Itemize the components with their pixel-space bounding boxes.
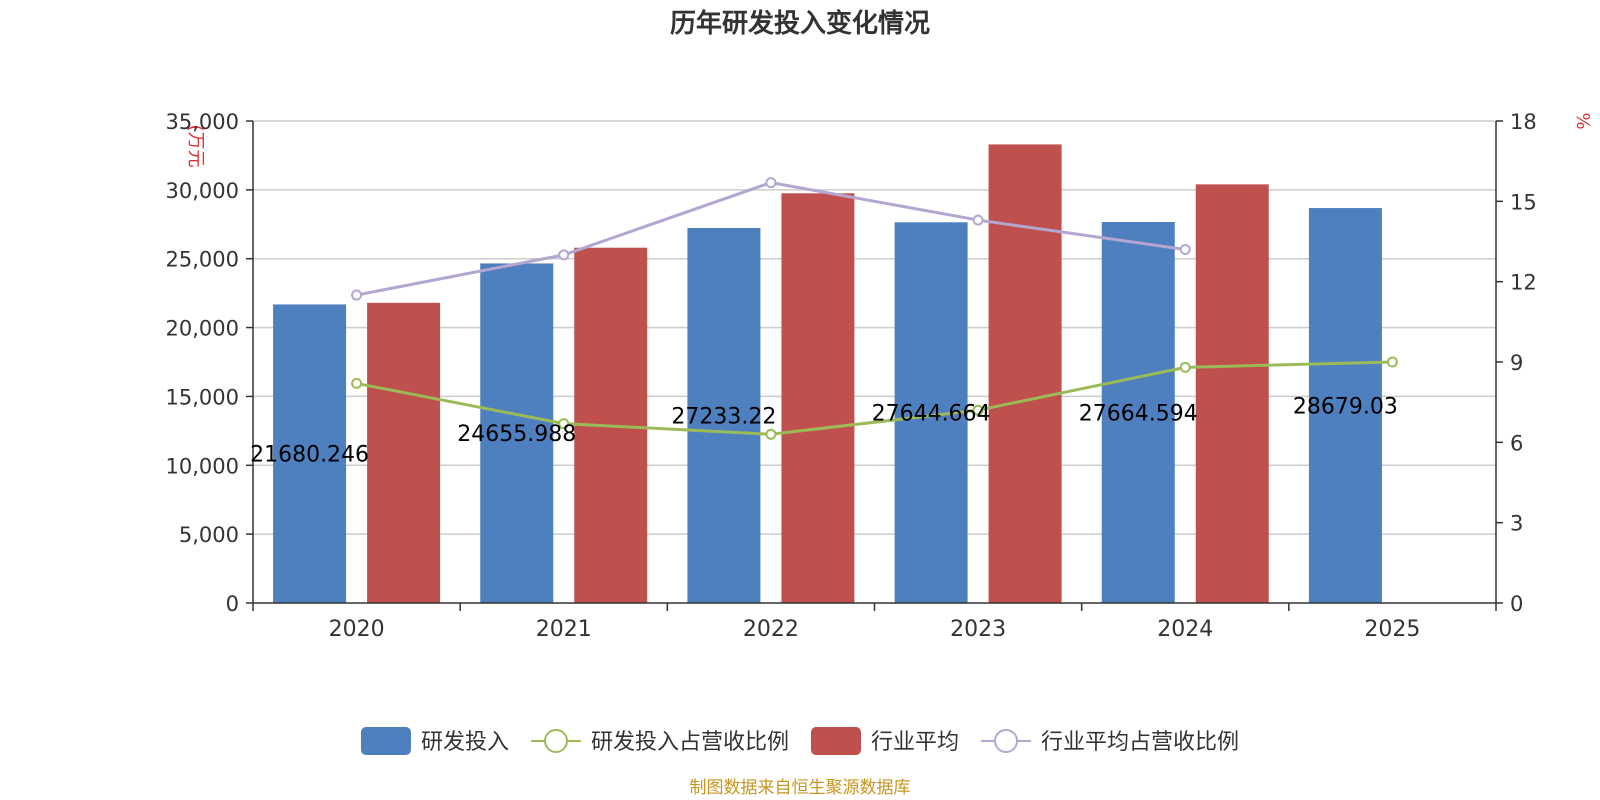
- bar-行业平均: [367, 302, 441, 603]
- bar-研发投入: [687, 227, 761, 603]
- point-行业平均占营收比例: [765, 177, 777, 189]
- point-研发投入占营收比例: [765, 428, 777, 440]
- point-研发投入占营收比例: [1179, 361, 1191, 373]
- bar-行业平均: [1195, 184, 1269, 603]
- source-note: 制图数据来自恒生聚源数据库: [690, 778, 911, 798]
- point-行业平均占营收比例: [972, 214, 984, 226]
- legend-icon-marker-研发投入占营收比例: [543, 729, 568, 753]
- right-tick-label: 15: [1510, 190, 1537, 214]
- left-tick-label: 20,000: [166, 317, 239, 341]
- legend-label: 行业平均占营收比例: [1041, 730, 1239, 755]
- data-label: 24655.988: [457, 422, 576, 447]
- point-行业平均占营收比例: [558, 249, 570, 261]
- right-tick-label: 9: [1510, 351, 1523, 375]
- right-tick-label: 6: [1510, 431, 1523, 455]
- point-研发投入占营收比例: [1386, 356, 1398, 368]
- point-研发投入占营收比例: [972, 404, 984, 416]
- x-tick-label: 2024: [1157, 617, 1213, 642]
- legend-icon-行业平均: [811, 727, 861, 755]
- point-研发投入占营收比例: [558, 418, 570, 430]
- lines: [351, 177, 1398, 440]
- point-研发投入占营收比例: [351, 377, 363, 389]
- chart-title: 历年研发投入变化情况: [670, 8, 930, 39]
- point-行业平均占营收比例: [1179, 244, 1191, 256]
- legend-icon-研发投入: [360, 727, 411, 755]
- right-axis-unit: %: [1572, 112, 1593, 129]
- bar-行业平均: [781, 193, 855, 604]
- left-tick-label: 35,000: [166, 110, 239, 134]
- left-tick-label: 30,000: [166, 179, 239, 203]
- bar-研发投入: [1308, 208, 1382, 604]
- bar-研发投入: [273, 304, 347, 603]
- bar-研发投入: [480, 263, 554, 603]
- x-tick-label: 2020: [329, 617, 385, 642]
- legend-label: 研发投入: [421, 730, 509, 755]
- x-tick-label: 2025: [1364, 617, 1420, 642]
- bars: [273, 144, 1382, 604]
- data-label: 27644.664: [872, 402, 991, 427]
- grid-lines: [253, 120, 1496, 535]
- right-tick-label: 0: [1510, 592, 1523, 616]
- x-tick-label: 2021: [536, 617, 592, 642]
- data-labels: 21680.246 24655.988 27233.22 27644.664 27664…: [250, 395, 1398, 468]
- data-label: 27233.22: [671, 404, 776, 429]
- left-tick-label: 0: [226, 592, 239, 616]
- right-tick-label: 12: [1510, 271, 1537, 295]
- legend: 研发投入 研发投入占营收比例 行业平均 行业平均占营收比例: [360, 727, 1239, 755]
- left-axis-unit: (万元: [185, 124, 206, 167]
- data-label: 28679.03: [1293, 395, 1398, 420]
- line-研发投入占营收比例: [356, 360, 1393, 436]
- x-tick-label: 2022: [743, 617, 799, 642]
- left-tick-label: 15,000: [166, 385, 239, 409]
- bar-研发投入: [1101, 222, 1175, 603]
- legend-label: 行业平均: [871, 730, 959, 755]
- legend-icon-marker-行业平均占营收比例: [994, 729, 1019, 753]
- data-label: 27664.594: [1079, 402, 1198, 427]
- bar-行业平均: [988, 144, 1062, 603]
- x-tick-label: 2023: [950, 617, 1006, 642]
- data-label: 21680.246: [250, 443, 369, 468]
- left-tick-label: 25,000: [166, 248, 239, 272]
- right-tick-label: 18: [1510, 110, 1537, 134]
- left-tick-label: 5,000: [179, 523, 239, 547]
- axes: 0 5,000 10,000 15,000 20,000 25,000 30,000 35,0…: [166, 110, 1537, 642]
- right-tick-label: 3: [1510, 512, 1523, 536]
- point-行业平均占营收比例: [351, 289, 363, 301]
- left-tick-label: 10,000: [166, 454, 239, 478]
- legend-label: 研发投入占营收比例: [591, 730, 789, 755]
